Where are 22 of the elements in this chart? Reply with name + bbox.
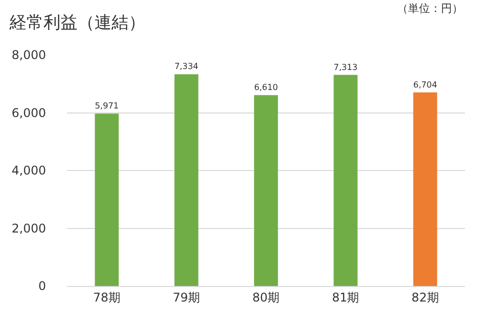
x-tick-label: 82期	[412, 290, 439, 304]
data-label: 6,610	[254, 82, 278, 92]
y-tick-label: 2,000	[12, 221, 46, 236]
bar	[174, 74, 198, 286]
y-tick-label: 0	[38, 279, 46, 294]
data-label: 5,971	[94, 100, 119, 111]
x-tick-label: 79期	[172, 290, 200, 304]
data-label: 7,313	[334, 62, 358, 72]
y-tick-label: 6,000	[12, 106, 46, 120]
data-label: 7,334	[174, 61, 198, 72]
text: （単位：円）	[397, 2, 463, 15]
y-tick-label: 8,000	[12, 48, 46, 62]
bar	[413, 92, 438, 286]
bar	[94, 114, 119, 286]
x-tick-label: 81期	[332, 290, 360, 304]
bar	[254, 95, 278, 286]
x-tick-label: 78期	[93, 290, 120, 304]
x-tick-label: 80期	[252, 290, 280, 304]
bar	[334, 74, 358, 286]
chart-title: 経常利益（連結）	[8, 12, 146, 33]
data-label: 6,704	[413, 79, 438, 90]
y-tick-label: 4,000	[12, 164, 46, 178]
